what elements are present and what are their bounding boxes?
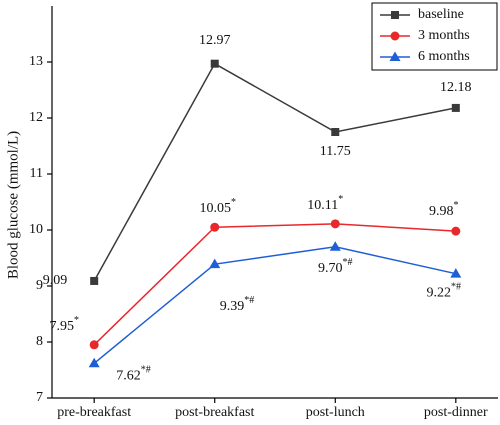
series-line [93,246,456,364]
x-tick-label: post-dinner [424,405,488,420]
series-line [93,62,456,282]
marker [89,340,99,350]
data-label: 9.39*# [220,295,255,314]
marker [210,222,220,232]
y-tick-label: 9 [36,278,43,293]
x-tick-label: post-breakfast [175,405,254,420]
data-label: 11.75 [320,144,351,159]
legend-label: 6 months [418,49,470,64]
marker [90,276,99,285]
y-tick-label: 10 [29,222,43,237]
y-axis-label: Blood glucose (mmol/L) [5,131,21,279]
legend-label: 3 months [418,28,470,43]
data-label: 9.70*# [318,257,353,276]
data-label: 7.62*# [116,365,150,384]
x-tick-label: pre-breakfast [57,405,131,420]
data-label: 7.95* [49,315,79,334]
marker [209,258,221,269]
data-label: 9.98* [429,200,459,219]
marker [451,103,460,112]
y-tick-label: 8 [36,334,43,349]
data-label: 9.22*# [427,282,462,301]
marker [450,268,462,278]
series-line [93,223,456,346]
marker [329,241,341,251]
data-label: 9.09 [43,273,68,288]
marker [88,357,100,368]
marker [451,226,461,236]
marker [330,219,340,229]
marker [210,59,219,68]
marker [391,11,399,19]
legend-label: baseline [418,7,464,22]
x-tick-label: post-lunch [306,405,365,420]
data-label: 10.11* [307,194,343,213]
y-tick-label: 11 [30,166,43,181]
marker [389,51,401,61]
y-tick-label: 13 [29,54,43,69]
marker [331,128,340,136]
data-label: 10.05* [199,197,236,216]
data-label: 12.97 [199,33,231,48]
y-tick-label: 7 [36,390,43,405]
data-label: 12.18 [440,80,472,95]
y-tick-label: 12 [29,110,43,125]
marker [390,31,400,41]
